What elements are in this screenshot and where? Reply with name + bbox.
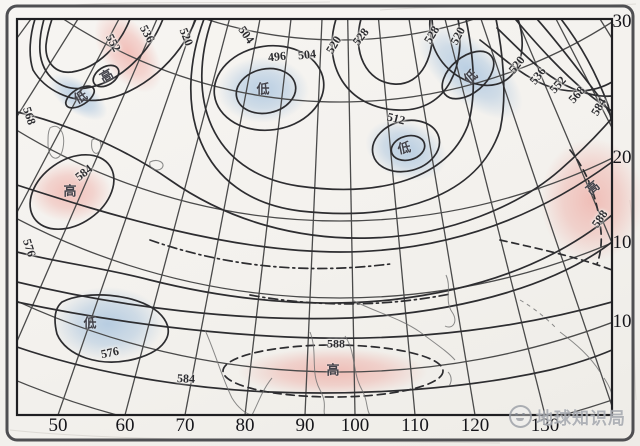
map-frame xyxy=(5,4,635,442)
pressure-shading-bleed xyxy=(540,138,640,262)
pressure-shading xyxy=(28,19,523,396)
contour-lines xyxy=(17,19,612,398)
coastlines xyxy=(47,125,612,415)
